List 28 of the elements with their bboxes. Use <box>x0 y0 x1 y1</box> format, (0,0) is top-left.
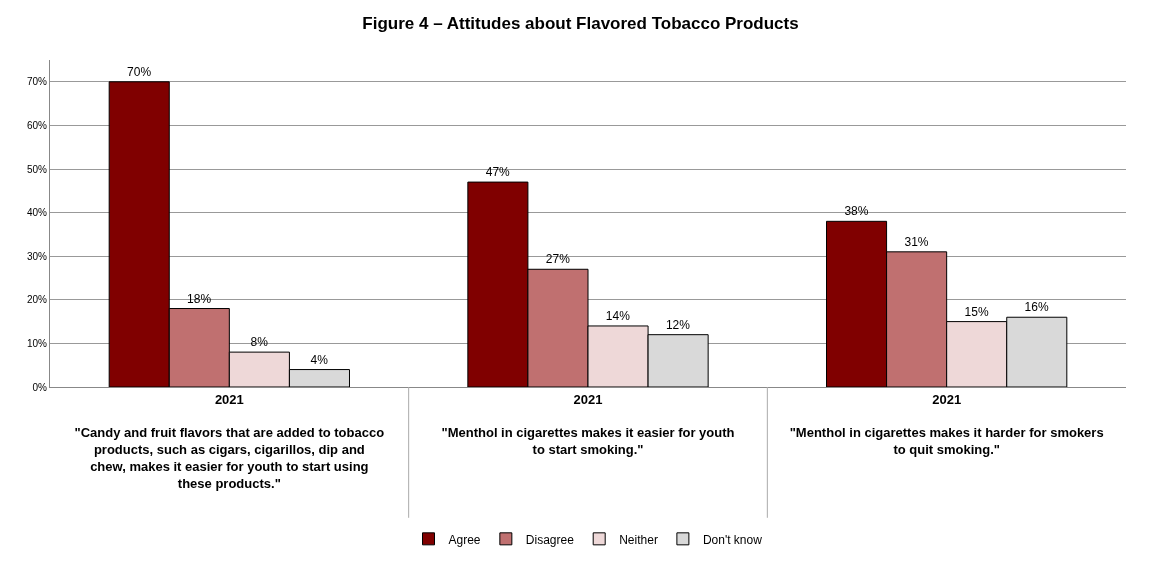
legend-label: Neither <box>619 532 658 547</box>
data-label: 47% <box>485 165 511 180</box>
data-label: 15% <box>964 304 989 319</box>
legend-label: Don't know <box>702 532 763 547</box>
data-label: 4% <box>310 352 329 367</box>
y-tick-label: 20% <box>26 294 48 306</box>
data-label: 16% <box>1024 300 1049 315</box>
data-label: 8% <box>250 335 269 350</box>
data-label: 31% <box>904 234 929 249</box>
data-label: 70% <box>127 64 152 79</box>
data-label: 12% <box>665 317 691 332</box>
category-label: 2021 "Candy and fruit flavors that are added to tobacco products, such as cigars, cigarillos, dip and chew, makes it easier for youth to start using these products." <box>74 391 385 492</box>
y-tick-label: 0% <box>32 381 48 393</box>
category-label: 2021 "Menthol in cigarettes makes it harder for smokers to quit smoking." <box>789 391 1104 458</box>
y-tick-label: 50% <box>26 163 48 175</box>
y-tick-label: 30% <box>26 250 48 262</box>
y-tick-label: 10% <box>26 337 48 349</box>
category-label: 2021 "Menthol in cigarettes makes it easier for youth to start smoking." <box>441 391 735 458</box>
data-label: 14% <box>605 308 631 323</box>
y-tick-label: 60% <box>26 119 48 131</box>
legend-label: Agree <box>448 532 481 547</box>
data-label: 27% <box>545 252 571 267</box>
y-tick-label: 40% <box>26 207 48 219</box>
chart-title: Figure 4 – Attitudes about Flavored Tobacco Products <box>362 14 799 34</box>
legend-label: Disagree <box>525 532 575 547</box>
y-tick-label: 70% <box>26 76 48 88</box>
data-label: 38% <box>844 204 869 219</box>
data-label: 18% <box>187 291 212 306</box>
